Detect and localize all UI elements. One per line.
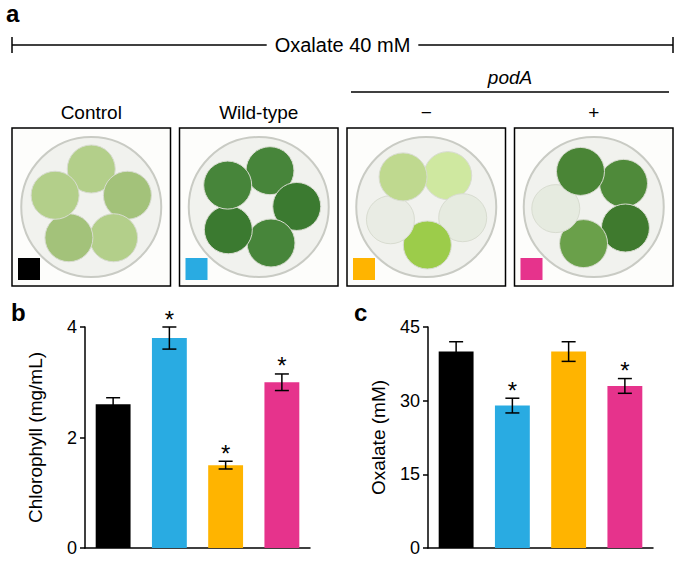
svg-text:podA: podA	[487, 67, 532, 88]
svg-text:*: *	[620, 357, 629, 384]
svg-text:b: b	[11, 299, 26, 326]
svg-text:a: a	[6, 0, 20, 27]
svg-text:Oxalate 40 mM: Oxalate 40 mM	[275, 34, 411, 56]
svg-text:2: 2	[67, 428, 77, 448]
svg-text:+: +	[588, 102, 599, 123]
svg-text:−: −	[421, 102, 432, 123]
svg-text:Control: Control	[61, 102, 122, 123]
svg-text:45: 45	[400, 317, 420, 337]
svg-text:4: 4	[67, 317, 77, 337]
svg-text:*: *	[508, 377, 517, 404]
svg-text:15: 15	[400, 464, 420, 484]
svg-text:Wild-type: Wild-type	[219, 102, 298, 123]
svg-text:*: *	[165, 306, 174, 333]
svg-text:*: *	[221, 440, 230, 467]
svg-text:Chlorophyll (mg/mL): Chlorophyll (mg/mL)	[25, 352, 46, 523]
svg-text:0: 0	[67, 538, 77, 558]
svg-text:*: *	[277, 352, 286, 379]
svg-text:30: 30	[400, 391, 420, 411]
svg-text:0: 0	[410, 538, 420, 558]
svg-text:Oxalate (mM): Oxalate (mM)	[368, 380, 389, 495]
svg-text:c: c	[354, 299, 367, 326]
